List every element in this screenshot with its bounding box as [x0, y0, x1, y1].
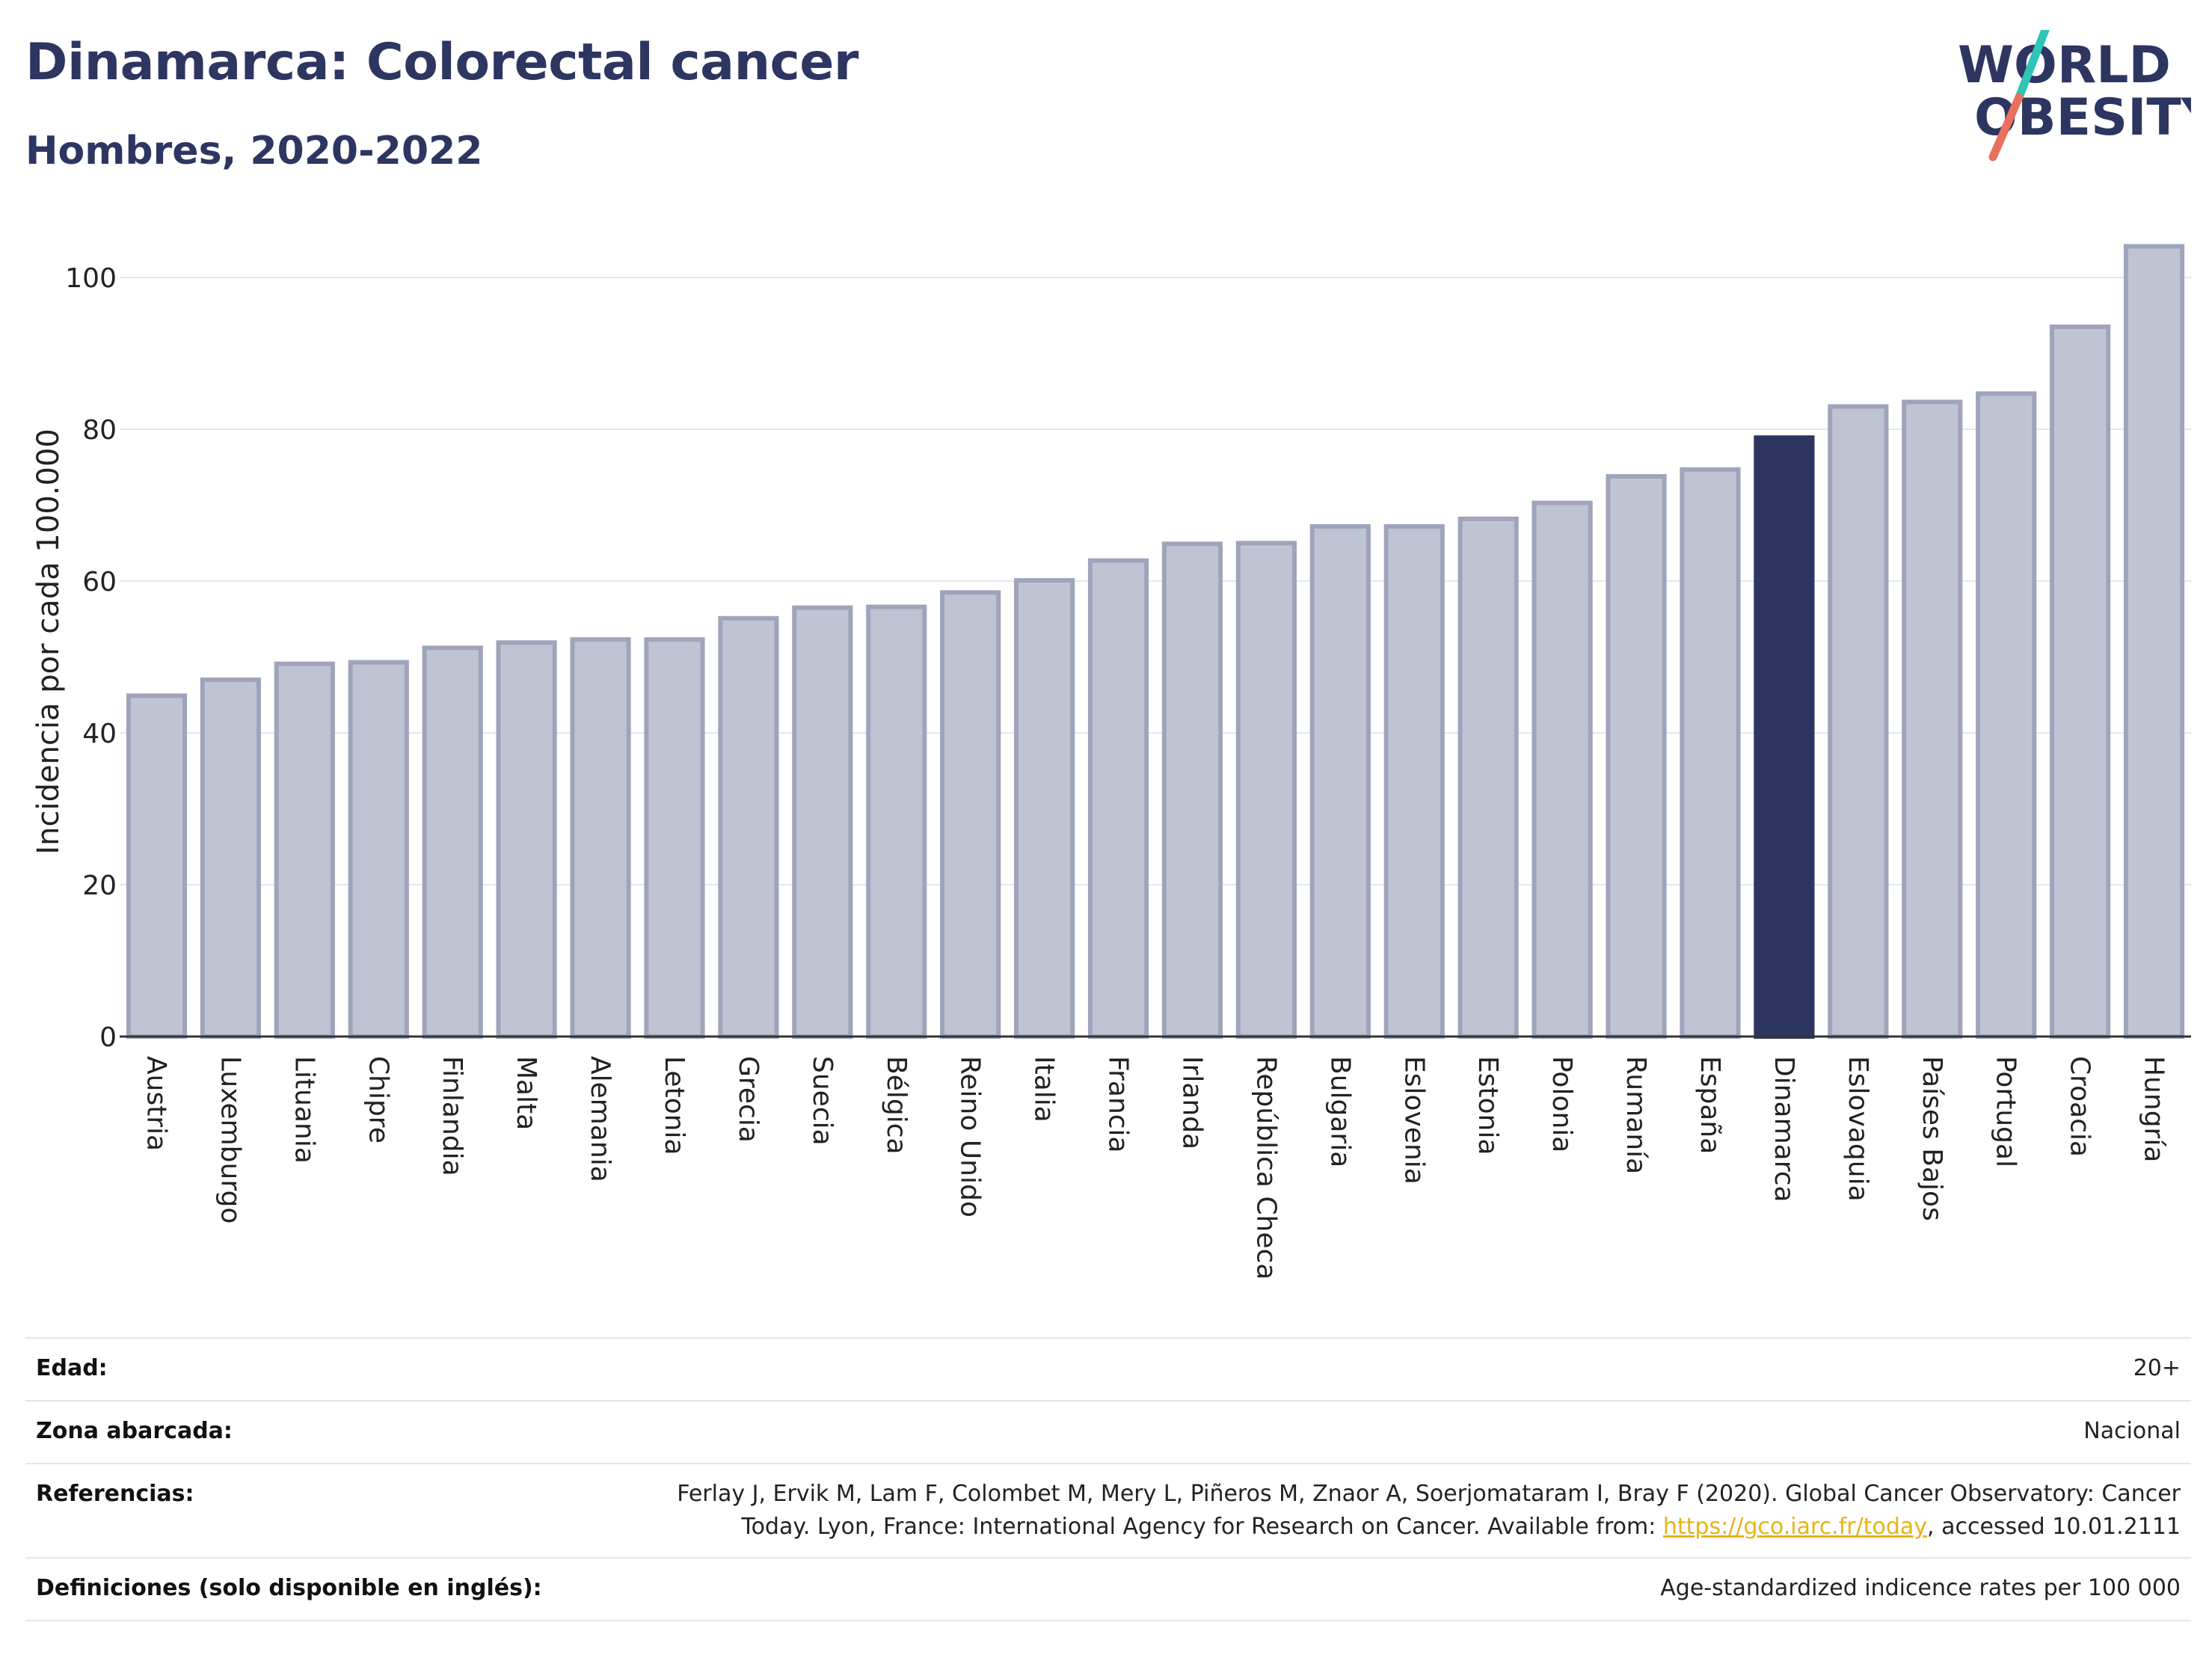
x-tick-label: Reino Unido — [955, 1056, 986, 1218]
reference-line-2: Today. Lyon, France: International Agenc… — [677, 1511, 2181, 1544]
info-label-definitions: Definiciones (solo disponible en inglés)… — [36, 1575, 542, 1601]
y-tick-labels: 0 20 40 60 80 100 — [65, 263, 117, 1053]
bar-españa — [1680, 467, 1741, 1039]
x-tick-label: Irlanda — [1176, 1056, 1207, 1149]
bar-irlanda — [1161, 541, 1223, 1039]
bar-bulgaria — [1309, 523, 1371, 1039]
x-tick-label: Grecia — [733, 1056, 764, 1143]
y-tick-label: 40 — [82, 719, 117, 749]
bar-eslovenia — [1383, 523, 1445, 1039]
reference-line-2-post: , accessed 10.01.2111 — [1927, 1514, 2181, 1540]
x-tick-label: Bulgaria — [1324, 1056, 1355, 1167]
reference-link[interactable]: https://gco.iarc.fr/today — [1662, 1514, 1928, 1540]
x-tick-label: Finlandia — [437, 1056, 467, 1176]
info-row-area: Zona abarcada: Nacional — [25, 1400, 2191, 1463]
info-label-area: Zona abarcada: — [36, 1418, 233, 1444]
bar-reino-unido — [940, 590, 1001, 1039]
bar-luxemburgo — [200, 677, 261, 1039]
x-tick-label: Letonia — [659, 1056, 689, 1155]
info-row-references: Referencias: Ferlay J, Ervik M, Lam F, C… — [25, 1463, 2191, 1557]
x-tick-label: Alemania — [585, 1056, 615, 1182]
x-tick-label: Hungría — [2139, 1056, 2169, 1162]
x-tick-label: Lituania — [289, 1056, 319, 1164]
bar-francia — [1087, 558, 1149, 1039]
bar-polonia — [1531, 500, 1593, 1039]
bar-grecia — [718, 615, 779, 1039]
bar-alemania — [570, 637, 631, 1039]
x-tick-label: Suecia — [807, 1056, 838, 1146]
bar-dinamarca — [1754, 435, 1815, 1039]
info-value-age: 20+ — [2133, 1355, 2181, 1381]
bar-letonia — [644, 637, 705, 1039]
logo-text-world: WORLD — [1958, 36, 2171, 95]
x-tick-label: Italia — [1029, 1056, 1060, 1123]
page-title: Dinamarca: Colorectal cancer — [25, 33, 858, 92]
x-tick-label: Eslovenia — [1398, 1056, 1429, 1185]
bar-malta — [496, 640, 557, 1039]
bar-finlandia — [422, 645, 483, 1039]
bar-portugal — [1976, 391, 2037, 1039]
info-label-age: Edad: — [36, 1355, 108, 1381]
x-tick-label: Dinamarca — [1769, 1056, 1799, 1203]
bar-lituania — [274, 661, 335, 1039]
x-tick-label: Eslovaquia — [1843, 1056, 1873, 1202]
y-tick-label: 0 — [99, 1022, 117, 1053]
bar-estonia — [1457, 516, 1519, 1039]
page-subtitle: Hombres, 2020-2022 — [25, 129, 483, 174]
y-tick-label: 100 — [65, 263, 117, 294]
bar-rumanía — [1606, 473, 1667, 1039]
x-tick-label: Bélgica — [881, 1056, 912, 1155]
bars — [126, 244, 2185, 1040]
bar-república-checa — [1235, 541, 1297, 1039]
bar-italia — [1014, 577, 1075, 1039]
reference-line-1: Ferlay J, Ervik M, Lam F, Colombet M, Me… — [677, 1481, 2181, 1507]
info-value-definitions: Age-standardized indicence rates per 100… — [1660, 1575, 2181, 1601]
y-axis-label: Incidencia por cada 100.000 — [31, 429, 66, 855]
reference-line-2-pre: Today. Lyon, France: International Agenc… — [741, 1514, 1663, 1540]
x-tick-label: Croacia — [2065, 1056, 2095, 1157]
x-tick-label: Austria — [141, 1056, 171, 1151]
info-table: Edad: 20+ Zona abarcada: Nacional Refere… — [25, 1337, 2191, 1621]
x-tick-label: Portugal — [1991, 1056, 2021, 1167]
bar-croacia — [2050, 324, 2111, 1040]
bar-chart: 0 20 40 60 80 100 Austria Luxemburgo Lituania Ch… — [31, 244, 2191, 1280]
info-row-age: Edad: 20+ — [25, 1337, 2191, 1400]
x-tick-label: Países Bajos — [1917, 1056, 1947, 1221]
logo-slash-coral — [1988, 93, 2024, 162]
y-tick-label: 80 — [82, 415, 117, 446]
info-value-area: Nacional — [2083, 1418, 2181, 1444]
bar-chipre — [348, 660, 409, 1039]
bar-países-bajos — [1902, 399, 1963, 1039]
info-value-references: Ferlay J, Ervik M, Lam F, Colombet M, Me… — [677, 1478, 2181, 1544]
info-label-references: Referencias: — [36, 1481, 194, 1507]
y-tick-label: 60 — [82, 567, 117, 598]
x-tick-label: Francia — [1103, 1056, 1134, 1153]
x-tick-label: República Checa — [1250, 1056, 1281, 1280]
x-tick-label: Luxemburgo — [215, 1056, 245, 1223]
y-tick-label: 20 — [82, 871, 117, 901]
world-obesity-logo: WORLD OBESITY — [1958, 30, 2191, 162]
info-row-definitions: Definiciones (solo disponible en inglés)… — [25, 1557, 2191, 1621]
x-tick-label: España — [1695, 1056, 1725, 1154]
bar-hungría — [2123, 244, 2185, 1039]
bar-eslovaquia — [1828, 404, 1889, 1039]
logo-slash-teal — [2015, 30, 2050, 102]
x-tick-label: Malta — [511, 1056, 541, 1130]
bar-suecia — [792, 605, 853, 1039]
bar-austria — [126, 693, 188, 1039]
x-tick-label: Chipre — [363, 1056, 393, 1143]
x-tick-label: Estonia — [1472, 1056, 1503, 1155]
x-tick-labels: Austria Luxemburgo Lituania Chipre Finlandia… — [141, 1056, 2169, 1280]
x-tick-label: Polonia — [1546, 1056, 1577, 1152]
bar-bélgica — [866, 604, 927, 1039]
x-tick-label: Rumanía — [1620, 1056, 1651, 1174]
